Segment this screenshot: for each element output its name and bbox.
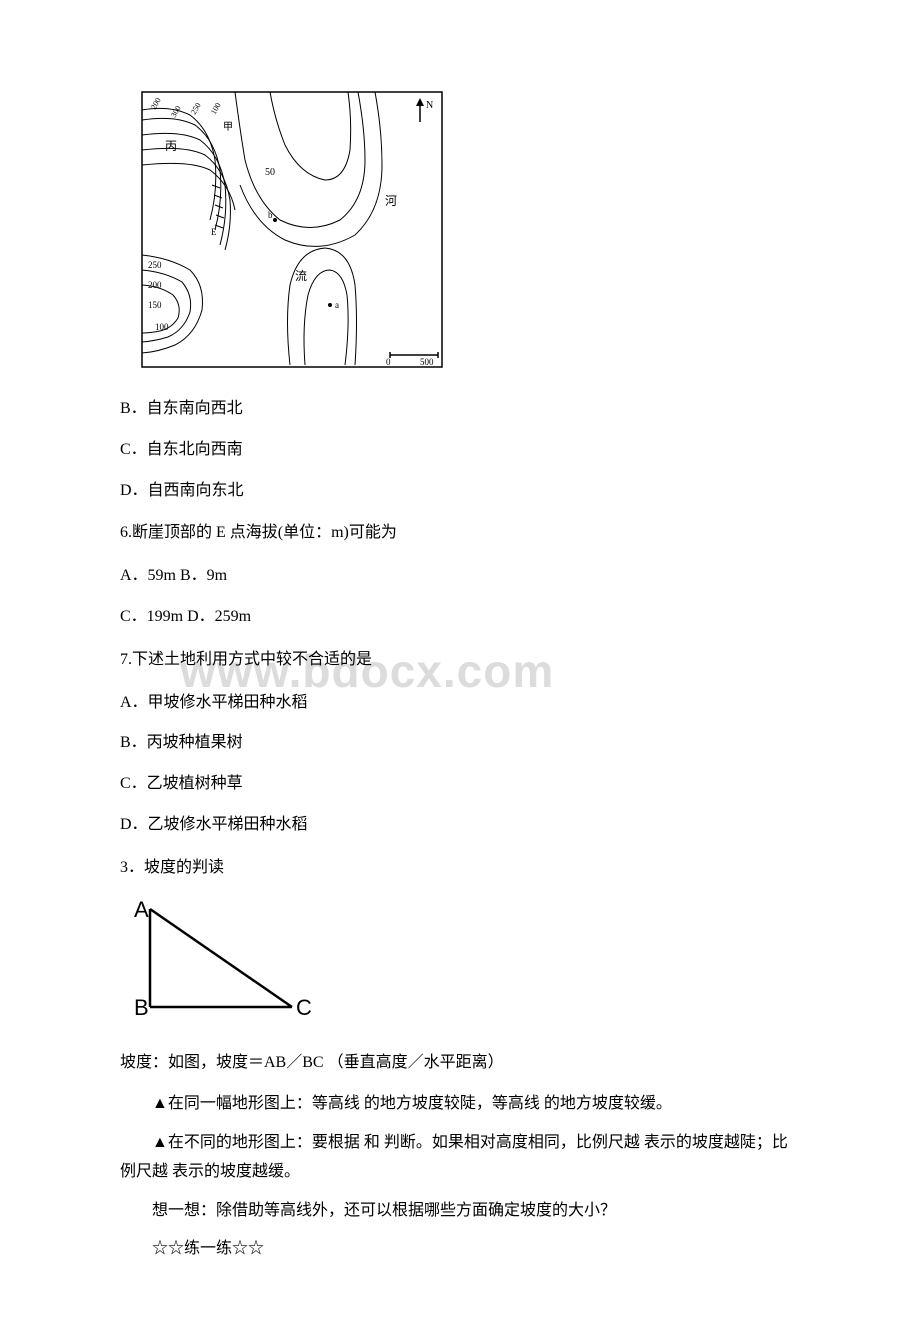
question-7-text: 7.下述土地利用方式中较不合适的是 [120, 646, 800, 675]
option-d: D．自西南向东北 [120, 477, 800, 506]
contour-map-figure: N E 200 300 250 100 丙 甲 [140, 90, 800, 375]
paragraph-3: 想一想：除借助等高线外，还可以根据哪些方面确定坡度的大小？ [120, 1197, 800, 1226]
option-b: B．自东南向西北 [120, 395, 800, 424]
option-c: C．自东北向西南 [120, 436, 800, 465]
svg-text:50: 50 [265, 167, 275, 178]
svg-text:150: 150 [148, 300, 162, 310]
svg-text:甲: 甲 [223, 122, 233, 133]
svg-text:100: 100 [155, 322, 169, 332]
paragraph-1: ▲在同一幅地形图上：等高线 的地方坡度较陡，等高线 的地方坡度较缓。 [120, 1090, 800, 1119]
question-6-text: 6.断崖顶部的 E 点海拔(单位：m)可能为 [120, 519, 800, 548]
svg-text:N: N [426, 100, 433, 111]
svg-text:丙: 丙 [165, 139, 177, 153]
svg-text:a: a [335, 300, 339, 310]
q6-option-cd: C．199m D．259m [120, 603, 800, 632]
q7-option-a: A．甲坡修水平梯田种水稻 [120, 689, 800, 718]
svg-text:0: 0 [386, 357, 391, 367]
q6-option-ab: A．59m B．9m [120, 562, 800, 591]
svg-text:流: 流 [295, 269, 307, 283]
svg-text:b: b [268, 210, 273, 220]
svg-text:300: 300 [169, 104, 183, 119]
svg-text:250: 250 [189, 101, 203, 116]
svg-text:500: 500 [420, 357, 434, 367]
svg-text:200: 200 [148, 280, 162, 290]
triangle-label-b: B [134, 995, 149, 1020]
paragraph-2: ▲在不同的地形图上：要根据 和 判断。如果相对高度相同，比例尺越 表示的坡度越陡… [120, 1129, 800, 1187]
q7-option-c: C．乙坡植树种草 [120, 770, 800, 799]
section-3-title: 3．坡度的判读 [120, 854, 800, 883]
svg-text:250: 250 [148, 260, 162, 270]
svg-text:河: 河 [385, 194, 397, 208]
q7-option-d: D．乙坡修水平梯田种水稻 [120, 811, 800, 840]
triangle-label-c: C [296, 995, 312, 1020]
slope-definition: 坡度：如图，坡度＝AB／BC （垂直高度／水平距离） [120, 1049, 800, 1078]
practice-heading: ☆☆练一练☆☆ [120, 1235, 800, 1264]
svg-text:E: E [211, 227, 217, 237]
q7-option-b: B．丙坡种植果树 [120, 729, 800, 758]
triangle-label-a: A [134, 897, 149, 922]
triangle-figure: A B C [130, 897, 800, 1038]
svg-text:100: 100 [209, 101, 223, 116]
